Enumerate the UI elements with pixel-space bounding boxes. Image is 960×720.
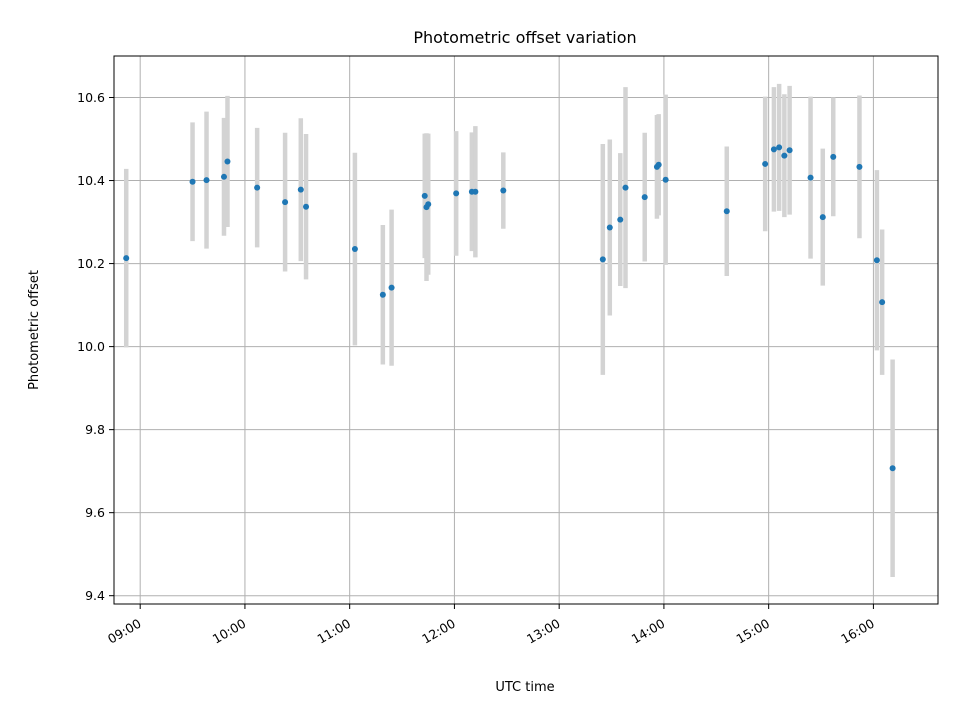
- data-point: [830, 153, 837, 160]
- data-point: [617, 216, 624, 223]
- data-point: [655, 161, 662, 168]
- data-point: [807, 174, 814, 181]
- data-point: [123, 255, 130, 262]
- data-point: [189, 178, 196, 185]
- y-tick-label: 10.6: [77, 90, 105, 105]
- data-point: [781, 152, 788, 159]
- data-point: [641, 194, 648, 201]
- axes-background: [114, 56, 938, 604]
- data-point: [421, 192, 428, 199]
- data-point: [472, 188, 479, 195]
- y-gridlines: [114, 97, 938, 597]
- data-point: [819, 214, 826, 221]
- data-point: [856, 163, 863, 170]
- data-point: [224, 158, 231, 165]
- data-point: [599, 256, 606, 263]
- data-point: [500, 187, 507, 194]
- y-tick-label: 10.4: [77, 173, 105, 188]
- data-point: [889, 465, 896, 472]
- data-point: [203, 177, 210, 184]
- chart-title: Photometric offset variation: [413, 28, 636, 47]
- data-point: [254, 184, 261, 191]
- y-tick-label: 9.6: [85, 505, 105, 520]
- axes-frame: [113, 55, 939, 605]
- data-point: [453, 190, 460, 197]
- x-axis-label: UTC time: [495, 680, 554, 695]
- data-point: [351, 246, 358, 253]
- data-point: [762, 160, 769, 167]
- data-point: [303, 203, 310, 210]
- data-point: [388, 284, 395, 291]
- y-tick-label: 10.0: [77, 339, 105, 354]
- y-axis-ticks: 9.4 9.6 9.8 10.0 10.2 10.4 10.6: [77, 90, 114, 603]
- data-point: [776, 144, 783, 151]
- data-point: [220, 173, 227, 180]
- data-point: [879, 299, 886, 306]
- data-point: [770, 146, 777, 153]
- y-tick-label: 9.8: [85, 422, 105, 437]
- data-points: [123, 144, 896, 472]
- data-point: [786, 147, 793, 154]
- plot-area: [113, 55, 939, 605]
- data-point: [662, 176, 669, 183]
- data-point: [723, 208, 730, 215]
- data-point: [606, 224, 613, 231]
- y-tick-label: 10.2: [77, 256, 105, 271]
- data-point: [379, 291, 386, 298]
- y-tick-label: 9.4: [85, 588, 105, 603]
- data-point: [622, 184, 629, 191]
- data-point: [297, 186, 304, 193]
- data-point: [873, 257, 880, 264]
- data-point: [282, 199, 289, 206]
- data-point: [425, 201, 432, 208]
- y-axis-label: Photometric offset: [27, 270, 42, 390]
